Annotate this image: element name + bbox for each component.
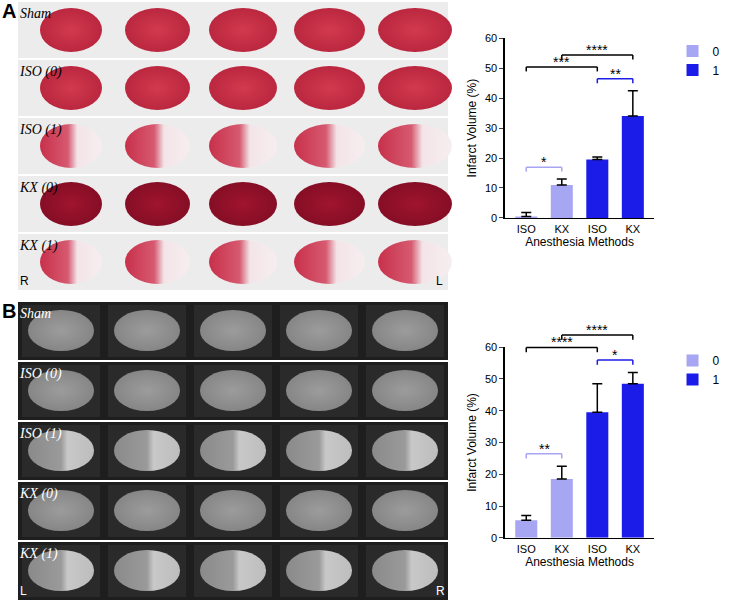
svg-text:ISO: ISO (517, 223, 536, 235)
svg-text:Anesthesia Methods: Anesthesia Methods (525, 235, 634, 249)
svg-text:40: 40 (485, 92, 497, 104)
svg-text:0: 0 (713, 354, 720, 368)
svg-text:KX: KX (554, 543, 569, 555)
svg-text:Infarct Volume (%): Infarct Volume (%) (465, 393, 479, 492)
svg-text:KX: KX (625, 223, 640, 235)
svg-text:20: 20 (485, 468, 497, 480)
svg-text:40: 40 (485, 405, 497, 417)
svg-text:KX: KX (625, 543, 640, 555)
svg-text:60: 60 (485, 32, 497, 44)
svg-text:****: **** (586, 42, 608, 58)
svg-text:***: *** (553, 54, 570, 70)
svg-text:50: 50 (485, 62, 497, 74)
svg-text:0: 0 (713, 45, 720, 59)
html-text:L: L (20, 584, 27, 598)
svg-text:0: 0 (491, 532, 497, 544)
svg-text:50: 50 (485, 373, 497, 385)
svg-text:KX: KX (554, 223, 569, 235)
svg-text:1: 1 (713, 64, 720, 78)
svg-text:****: **** (586, 322, 608, 338)
svg-text:ISO: ISO (588, 223, 607, 235)
svg-text:Infarct Volume (%): Infarct Volume (%) (465, 79, 479, 178)
html-text:R: R (436, 584, 445, 598)
svg-text:0: 0 (491, 212, 497, 224)
html-text:KX (1): KX (1) (20, 546, 58, 561)
svg-text:10: 10 (485, 182, 497, 194)
svg-text:10: 10 (485, 500, 497, 512)
html-text:A Sham: A Sham (2, 0, 52, 22)
svg-text:20: 20 (485, 152, 497, 164)
svg-text:ISO: ISO (517, 543, 536, 555)
svg-text:ISO: ISO (588, 543, 607, 555)
html-text:KX (1): KX (1) (20, 238, 58, 253)
svg-text:30: 30 (485, 436, 497, 448)
html-text:ISO (0): ISO (0) (20, 366, 62, 381)
html-text:R: R (20, 274, 29, 288)
svg-text:**: ** (610, 66, 621, 82)
html-text:ISO (1): ISO (1) (20, 122, 62, 137)
svg-text:*: * (541, 154, 547, 170)
svg-text:****: **** (551, 334, 573, 350)
svg-text:1: 1 (713, 373, 720, 387)
html-text:KX (0): KX (0) (20, 180, 58, 195)
svg-text:60: 60 (485, 341, 497, 353)
html-text:B Sham: B Sham (2, 300, 52, 322)
svg-text:*: * (612, 347, 618, 363)
svg-text:Anesthesia Methods: Anesthesia Methods (525, 555, 634, 569)
html-text:L: L (436, 274, 443, 288)
html-text:KX (0): KX (0) (20, 486, 58, 501)
html-text:ISO (0): ISO (0) (20, 64, 62, 79)
svg-text:30: 30 (485, 122, 497, 134)
svg-text:**: ** (539, 441, 550, 457)
html-text:ISO (1): ISO (1) (20, 426, 62, 441)
